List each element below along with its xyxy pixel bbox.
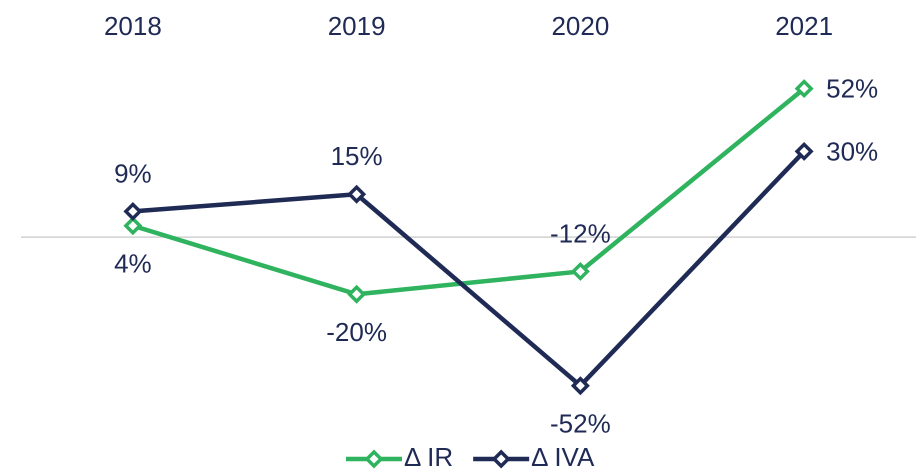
marker xyxy=(123,216,143,236)
data-label: 9% xyxy=(114,158,152,188)
marker xyxy=(347,284,367,304)
data-label: 52% xyxy=(826,73,878,103)
legend-label: Δ IR xyxy=(404,442,453,472)
marker xyxy=(794,79,814,99)
marker xyxy=(570,376,590,396)
legend-marker xyxy=(364,449,384,469)
series: 4% -20% -12% 52% xyxy=(114,73,878,347)
data-label: -20% xyxy=(326,317,387,347)
x-tick-label: 2018 xyxy=(104,11,162,41)
legend-marker xyxy=(491,449,511,469)
data-label: -52% xyxy=(550,409,611,439)
data-label: -12% xyxy=(550,218,611,248)
x-tick-label: 2021 xyxy=(775,11,833,41)
marker xyxy=(347,184,367,204)
line xyxy=(132,149,806,388)
legend-label: Δ IVA xyxy=(531,442,595,472)
x-tick-label: 2019 xyxy=(328,11,386,41)
marker xyxy=(123,201,143,221)
marker xyxy=(794,141,814,161)
data-label: 15% xyxy=(331,141,383,171)
x-tick-label: 2020 xyxy=(551,11,609,41)
series: 9% 15% -52% 30% xyxy=(114,136,878,438)
data-label: 30% xyxy=(826,136,878,166)
data-label: 4% xyxy=(114,249,152,279)
marker xyxy=(570,261,590,281)
line xyxy=(132,86,806,297)
